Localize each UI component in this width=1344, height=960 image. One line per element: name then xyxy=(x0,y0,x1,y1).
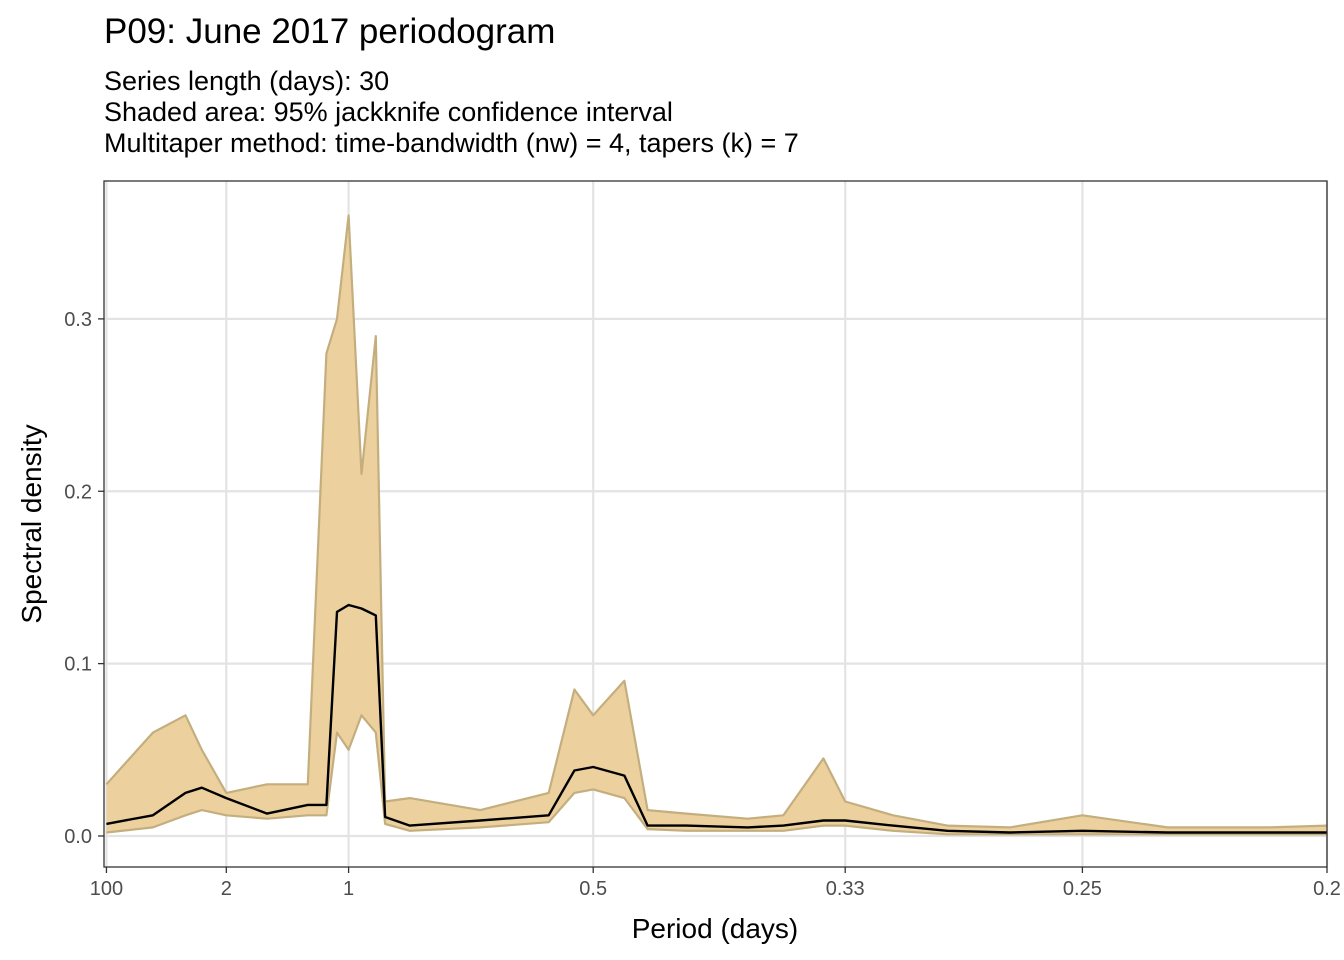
x-tick-label: 0.2 xyxy=(1313,878,1341,900)
x-tick-label: 0.5 xyxy=(579,878,607,900)
ci-upper-line xyxy=(105,214,1328,829)
y-axis-title: Spectral density xyxy=(16,424,47,623)
ci-lower-line xyxy=(106,714,1327,836)
grid-lines xyxy=(104,181,1329,867)
x-tick-label: 2 xyxy=(221,878,232,900)
y-tick-label: 0.0 xyxy=(64,826,92,848)
x-axis-title: Period (days) xyxy=(632,913,799,944)
y-axis: 0.0 0.1 0.2 0.3 xyxy=(64,309,104,848)
x-tick-label: 1 xyxy=(343,878,354,900)
chart-subtitle-line-3: Multitaper method: time-bandwidth (nw) =… xyxy=(104,128,799,158)
panel-border xyxy=(103,180,1328,868)
chart-title: P09: June 2017 periodogram xyxy=(104,12,555,51)
chart-subtitle-line-1: Series length (days): 30 xyxy=(104,66,389,96)
confidence-band-area xyxy=(106,215,1327,835)
x-axis: 100 2 1 0.5 0.33 0.25 0.2 xyxy=(90,867,1341,900)
x-tick-label: 100 xyxy=(90,878,123,900)
spectral-density-estimate-line xyxy=(106,603,1327,834)
y-tick-label: 0.3 xyxy=(64,309,92,331)
y-tick-label: 0.2 xyxy=(64,481,92,503)
x-tick-label: 0.33 xyxy=(826,878,865,900)
chart-subtitle-line-2: Shaded area: 95% jackknife confidence in… xyxy=(104,97,673,127)
y-tick-label: 0.1 xyxy=(64,654,92,676)
x-tick-label: 0.25 xyxy=(1063,878,1102,900)
estimate-line-group xyxy=(106,603,1327,834)
confidence-band xyxy=(105,214,1328,836)
